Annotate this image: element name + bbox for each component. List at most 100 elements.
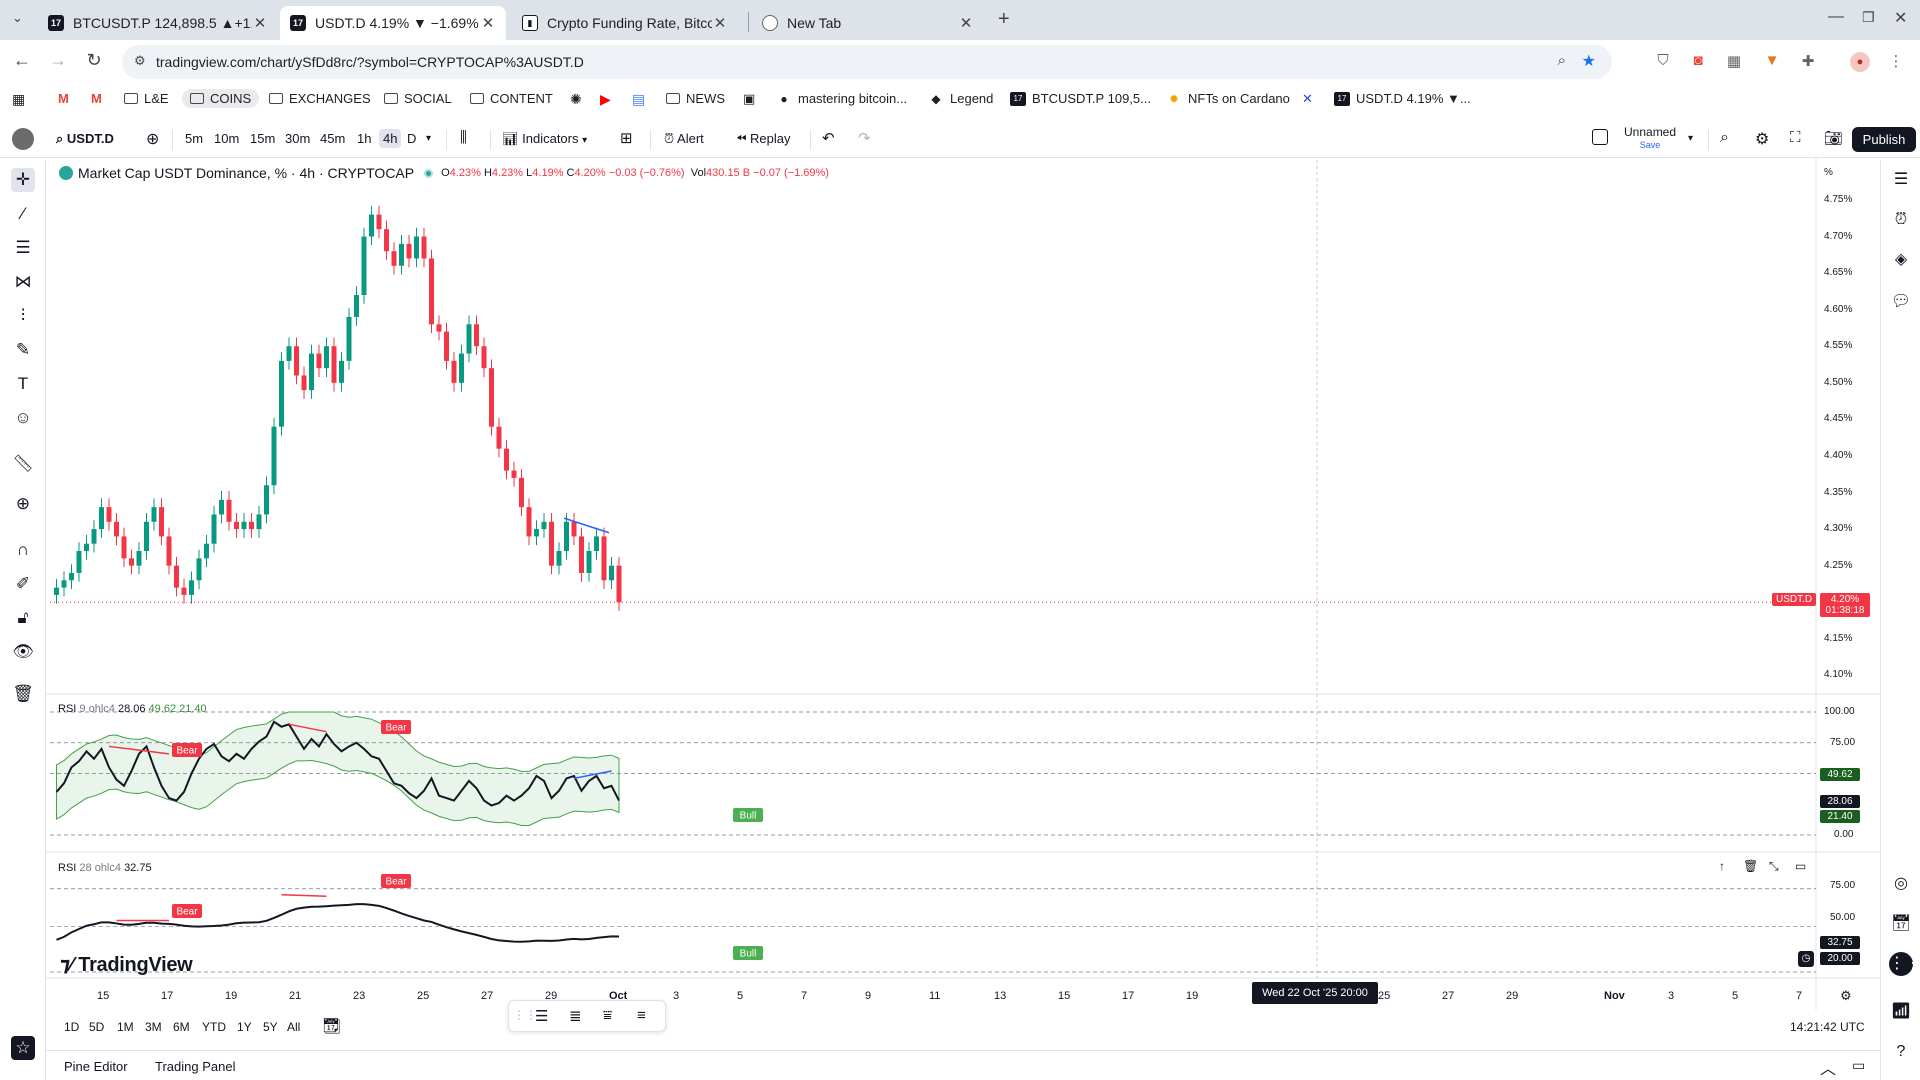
extension-red-icon[interactable]: ◙ bbox=[1693, 52, 1703, 69]
eye-icon[interactable]: 👁︎ bbox=[12, 642, 34, 661]
layers-icon[interactable]: ◈ bbox=[1894, 251, 1908, 268]
ruler-icon[interactable]: 📏︎ bbox=[12, 454, 34, 473]
user-avatar[interactable] bbox=[12, 128, 34, 150]
apps-grid-icon[interactable]: ▦ bbox=[12, 91, 26, 107]
window-close-icon[interactable]: ✕ bbox=[1894, 10, 1908, 27]
channel-tool-icon[interactable]: ≡ bbox=[637, 1007, 646, 1024]
bookmark-folder-exchanges[interactable]: EXCHANGES bbox=[269, 91, 371, 106]
back-icon[interactable]: ← bbox=[13, 50, 31, 70]
close-icon[interactable]: ✕ bbox=[481, 15, 495, 32]
interval-45m[interactable]: 45m bbox=[320, 131, 346, 146]
bookmark-star-icon[interactable]: ★ bbox=[1581, 53, 1596, 70]
range-all[interactable]: All bbox=[287, 1020, 301, 1034]
redo-icon[interactable]: ↷ bbox=[858, 130, 871, 147]
interval-15m[interactable]: 15m bbox=[250, 131, 276, 146]
docs-icon[interactable]: ▤ bbox=[632, 91, 646, 107]
publish-button[interactable]: Publish bbox=[1852, 127, 1916, 152]
bookmark-btcusdt[interactable]: 17 BTCUSDT.P 109,5... bbox=[1010, 91, 1151, 106]
gmail-icon-2[interactable]: M bbox=[91, 91, 102, 106]
trading-panel-tab[interactable]: Trading Panel bbox=[155, 1059, 236, 1074]
camera-icon[interactable]: 📷︎ bbox=[1824, 130, 1844, 147]
quick-search-icon[interactable]: ⌕ bbox=[1720, 129, 1729, 146]
youtube-icon[interactable]: ▶ bbox=[600, 91, 611, 107]
alert-button[interactable]: ⏰︎ Alert bbox=[664, 131, 704, 147]
interval-chevron-down-icon[interactable]: ▾ bbox=[426, 133, 432, 144]
range-1y[interactable]: 1Y bbox=[237, 1020, 252, 1034]
range-5d[interactable]: 5D bbox=[89, 1020, 105, 1034]
layout-checkbox-icon[interactable] bbox=[1592, 129, 1608, 145]
bookmark-folder-social[interactable]: SOCIAL bbox=[384, 91, 452, 106]
replay-button[interactable]: ⏪︎ Replay bbox=[736, 131, 790, 147]
templates-grid-icon[interactable]: ⊞ bbox=[620, 130, 633, 147]
trendline-icon[interactable]: ⁄ bbox=[21, 204, 25, 223]
delete-pane-icon[interactable]: 🗑︎ bbox=[1743, 859, 1759, 873]
range-1d[interactable]: 1D bbox=[64, 1020, 80, 1034]
metamask-fox-icon[interactable]: ▼ bbox=[1764, 52, 1780, 69]
interval-5m[interactable]: 5m bbox=[185, 131, 204, 146]
forward-icon[interactable]: → bbox=[49, 50, 67, 70]
layout-name-button[interactable]: Unnamed Save bbox=[1624, 126, 1676, 151]
bookmark-folder-content[interactable]: CONTENT bbox=[470, 91, 553, 106]
maximize-pane-icon[interactable]: ▭ bbox=[1795, 859, 1807, 873]
emoji-icon[interactable]: ☺ bbox=[14, 408, 32, 427]
bookmark-folder-coins[interactable]: COINS bbox=[182, 89, 260, 108]
range-6m[interactable]: 6M bbox=[173, 1020, 190, 1034]
indicators-button[interactable]: 📊︎ Indicators ▾ bbox=[502, 131, 588, 146]
undo-icon[interactable]: ↶ bbox=[822, 130, 835, 147]
lines-tool-icon[interactable]: ☰ bbox=[535, 1008, 549, 1025]
fullscreen-icon[interactable]: ⛶ bbox=[1790, 129, 1801, 146]
range-5y[interactable]: 5Y bbox=[263, 1020, 278, 1034]
lock-icon[interactable]: 🔓︎ bbox=[17, 608, 29, 627]
collapse-panel-icon[interactable]: ︿ bbox=[1820, 1061, 1837, 1078]
bookmark-usdtd[interactable]: 17 USDT.D 4.19% ▼... bbox=[1334, 91, 1471, 106]
auto-scale-icon[interactable]: ◷ bbox=[1798, 951, 1814, 967]
minimize-icon[interactable]: — bbox=[1828, 8, 1844, 25]
trash-icon[interactable]: 🗑︎ bbox=[12, 684, 34, 703]
fib-lines-icon[interactable]: ☰ bbox=[15, 238, 31, 257]
chat-icon[interactable]: 💬︎ bbox=[1890, 293, 1912, 310]
collapse-pane-icon[interactable]: ⤡ bbox=[1769, 859, 1779, 873]
pattern-icon[interactable]: ⋈ bbox=[14, 272, 32, 291]
apps-grid-icon[interactable]: ⋮⋮ bbox=[1889, 952, 1920, 976]
new-tab-button[interactable]: + bbox=[998, 8, 1010, 30]
browser-tab-newtab[interactable]: New Tab ✕ bbox=[752, 6, 984, 40]
extensions-puzzle-icon[interactable]: ✚ bbox=[1801, 53, 1815, 70]
bookmark-legend[interactable]: ◆ Legend bbox=[928, 91, 993, 106]
bookmark-folder-le[interactable]: L&E bbox=[124, 91, 169, 106]
fib-tool-icon[interactable]: ⩸ bbox=[603, 1007, 613, 1024]
alerts-clock-icon[interactable]: ⏰︎ bbox=[1894, 211, 1908, 228]
x-twitter-icon[interactable]: ✕ bbox=[1302, 91, 1313, 106]
layout-chevron-down-icon[interactable]: ▾ bbox=[1688, 133, 1694, 144]
zoom-in-icon[interactable]: ⊕ bbox=[15, 494, 31, 513]
bookmark-nfts-cardano[interactable]: ✹ NFTs on Cardano bbox=[1166, 91, 1290, 106]
magnet-icon[interactable]: ∩ bbox=[16, 540, 30, 559]
bookmark-mastering-bitcoin[interactable]: ● mastering bitcoin... bbox=[776, 91, 907, 106]
interval-1h[interactable]: 1h bbox=[357, 131, 372, 146]
time-axis-settings-icon[interactable]: ⚙ bbox=[1840, 988, 1852, 1003]
symbol-search-button[interactable]: ⌕ USDT.D bbox=[56, 131, 114, 147]
zoom-icon[interactable]: ⌕ bbox=[1557, 52, 1566, 69]
close-icon[interactable]: ✕ bbox=[713, 15, 727, 32]
signal-icon[interactable]: 📶︎ bbox=[1890, 1003, 1912, 1020]
help-icon[interactable]: ? bbox=[1896, 1043, 1906, 1060]
pine-editor-tab[interactable]: Pine Editor bbox=[64, 1059, 128, 1074]
range-ytd[interactable]: YTD bbox=[202, 1020, 226, 1034]
maximize-panel-icon[interactable]: ▭ bbox=[1852, 1057, 1866, 1073]
drag-handle-icon[interactable]: ⋮⋮ bbox=[513, 1008, 537, 1022]
restore-icon[interactable]: ❐ bbox=[1862, 9, 1875, 25]
openai-icon[interactable]: ✺ bbox=[570, 91, 582, 107]
close-icon[interactable]: ✕ bbox=[253, 15, 267, 32]
range-3m[interactable]: 3M bbox=[145, 1020, 162, 1034]
brush-icon[interactable]: ✎ bbox=[15, 340, 31, 359]
url-input[interactable]: ⚙ tradingview.com/chart/ySfDd8rc/?symbol… bbox=[122, 45, 1612, 79]
utc-clock[interactable]: 14:21:42 UTC bbox=[1790, 1020, 1865, 1034]
reload-icon[interactable]: ↻ bbox=[86, 50, 102, 70]
compare-plus-icon[interactable]: ⊕ bbox=[146, 131, 160, 148]
move-pane-up-icon[interactable]: ↑ bbox=[1719, 859, 1725, 873]
crosshair-icon[interactable]: ✛ bbox=[11, 168, 35, 192]
shield-extension-icon[interactable]: ⛉ bbox=[1657, 52, 1669, 69]
forecast-icon[interactable]: ⫶ bbox=[20, 306, 26, 325]
calendar-icon[interactable]: 📅︎ bbox=[1890, 915, 1912, 932]
bookmark-folder-news[interactable]: NEWS bbox=[666, 91, 725, 106]
range-1m[interactable]: 1M bbox=[117, 1020, 134, 1034]
